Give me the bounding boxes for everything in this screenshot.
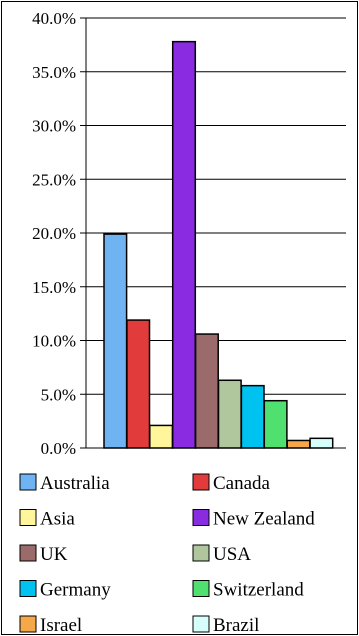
- bar-germany: [240, 384, 265, 449]
- legend-swatch-new-zealand: [192, 509, 210, 526]
- legend-swatch-israel: [19, 615, 37, 633]
- legend-swatch-uk: [19, 544, 37, 562]
- y-tick-label: 20.0%: [32, 224, 76, 243]
- legend-label-usa: USA: [213, 544, 251, 565]
- legend-label-brazil: Brazil: [213, 615, 259, 636]
- y-tick-label: 35.0%: [32, 63, 76, 82]
- bar-switzerland: [263, 399, 288, 449]
- legend-label-uk: UK: [40, 544, 68, 565]
- bar-canada: [126, 319, 151, 449]
- y-tick-label: 5.0%: [41, 385, 76, 404]
- bar-brazil: [309, 437, 334, 449]
- y-tick-label: 30.0%: [32, 117, 76, 136]
- legend-swatch-switzerland: [192, 580, 210, 597]
- legend-swatch-brazil: [192, 615, 210, 633]
- legend-swatch-canada: [192, 473, 210, 491]
- legend-label-switzerland: Switzerland: [213, 580, 304, 601]
- y-tick-label: 40.0%: [32, 9, 76, 28]
- legend-swatch-usa: [192, 544, 210, 562]
- legend-label-canada: Canada: [213, 473, 271, 494]
- legend-label-germany: Germany: [40, 580, 111, 601]
- bar-israel: [286, 439, 311, 449]
- bar-new-zealand: [171, 40, 197, 449]
- y-tick-label: 25.0%: [32, 170, 76, 189]
- legend-swatch-australia: [19, 473, 37, 491]
- legend-swatch-asia: [19, 509, 37, 526]
- legend-label-asia: Asia: [40, 509, 75, 530]
- y-tick-label: 10.0%: [32, 332, 76, 351]
- legend-swatch-germany: [19, 580, 37, 597]
- bar-asia: [149, 424, 174, 449]
- y-tick-label: 15.0%: [32, 278, 76, 297]
- bar-usa: [217, 379, 242, 449]
- y-tick-label: 0.0%: [41, 439, 76, 458]
- legend-label-australia: Australia: [40, 473, 110, 494]
- legend-label-israel: Israel: [40, 615, 82, 636]
- bar-uk: [194, 333, 219, 449]
- legend-label-new-zealand: New Zealand: [213, 509, 315, 530]
- bar-australia: [103, 233, 128, 449]
